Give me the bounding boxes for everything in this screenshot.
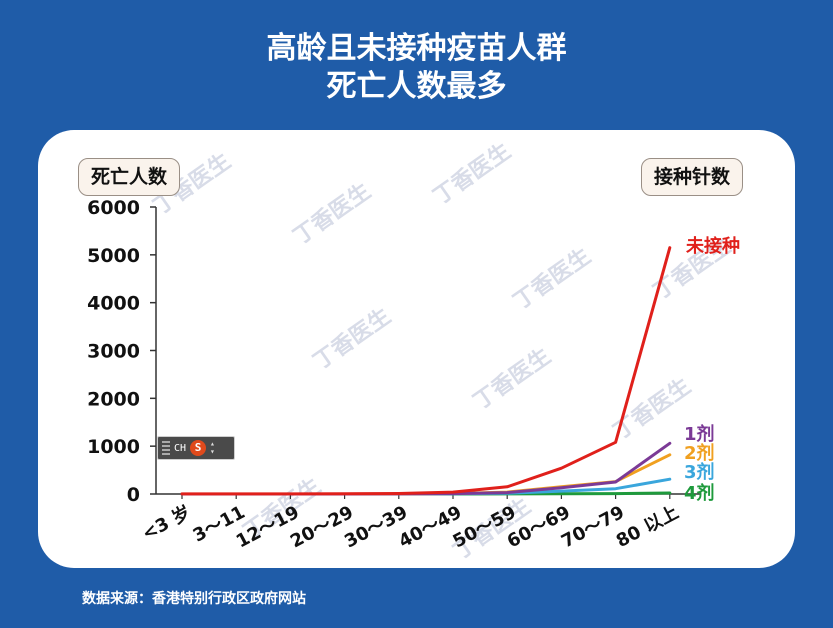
x-tick-label: <3 岁 (138, 501, 194, 545)
drag-handle-icon[interactable] (162, 441, 170, 455)
y-tick-label: 6000 (87, 197, 140, 219)
series-label: 3剂 (684, 461, 715, 483)
x-tick-labels: <3 岁3～1112～1920～2930～3940～4950～5960～6970… (138, 494, 682, 552)
watermark-text: 丁香医生 (309, 304, 395, 375)
data-source: 数据来源：香港特别行政区政府网站 (82, 591, 306, 607)
y-tick-label: 0 (127, 484, 140, 506)
ime-toolbar[interactable]: CH S ▴ ▾ (157, 436, 235, 460)
watermark-text: 丁香医生 (429, 139, 515, 210)
watermark-text: 丁香医生 (289, 179, 375, 250)
series-line (180, 246, 672, 496)
y-tick-label: 4000 (87, 293, 140, 315)
y-ticks: 0 1000 2000 3000 4000 5000 6000 (87, 197, 156, 506)
series-label: 未接种 (686, 235, 740, 257)
watermark-text: 丁香医生 (609, 374, 695, 445)
y-tick-label: 1000 (87, 436, 140, 458)
y-tick-label: 3000 (87, 341, 140, 363)
chart-title-line1: 高龄且未接种疫苗人群 (266, 31, 567, 66)
y-tick-label: 2000 (87, 388, 140, 410)
chart-title-line2: 死亡人数最多 (326, 69, 507, 104)
series-label: 4剂 (684, 482, 715, 504)
watermark-text: 丁香医生 (509, 244, 595, 315)
series-label: 1剂 (684, 423, 715, 445)
ime-arrows-icon[interactable]: ▴ ▾ (210, 439, 215, 456)
ime-language[interactable]: CH (174, 442, 187, 454)
y-axis-label: 死亡人数 (78, 158, 181, 196)
series-lines (180, 246, 672, 496)
watermark-text: 丁香医生 (469, 344, 555, 415)
series-label: 2剂 (684, 442, 715, 464)
x-tick-label: 70～79 (558, 502, 628, 553)
y-tick-label: 5000 (87, 245, 140, 267)
axes (155, 207, 700, 495)
legend-title: 接种针数 (641, 158, 744, 196)
ime-logo-icon[interactable]: S (190, 440, 207, 456)
x-tick-label: 80 以上 (613, 502, 682, 552)
